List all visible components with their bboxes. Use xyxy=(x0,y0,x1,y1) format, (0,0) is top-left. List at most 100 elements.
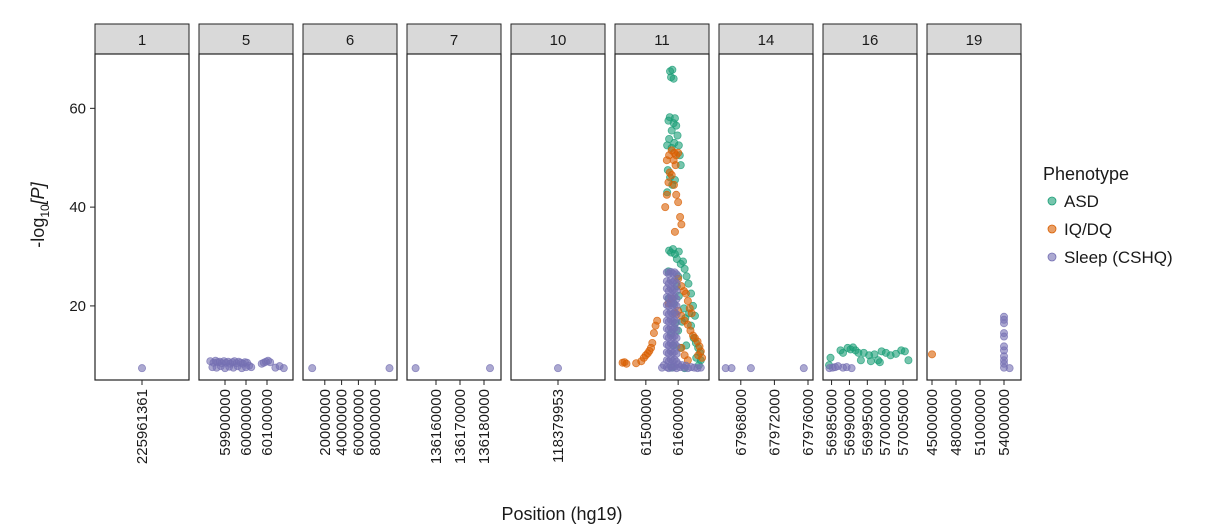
point-asd-11-32 xyxy=(682,272,691,281)
xtick-label-14-2: 67976000 xyxy=(800,389,817,456)
point-asd-11-9 xyxy=(672,121,681,130)
xtick-label-14-0: 67968000 xyxy=(733,389,750,456)
point-sleep-cshq--19-11 xyxy=(1005,364,1014,373)
point-sleep-cshq--5-33 xyxy=(266,358,275,367)
points-14 xyxy=(721,364,808,373)
xtick-label-16-4: 57005000 xyxy=(895,389,912,456)
strip-16 xyxy=(822,23,918,55)
point-sleep-cshq--19-2 xyxy=(1000,319,1009,328)
point-iq-dq-11-37 xyxy=(683,296,692,305)
panel-frame-10 xyxy=(510,53,606,381)
panel-6: 6 20000000 40000000 60000000 80000000 xyxy=(302,23,398,456)
legend-title: Phenotype xyxy=(1043,164,1129,184)
point-iq-dq-11-2 xyxy=(622,359,631,368)
legend-label-0: ASD xyxy=(1064,192,1099,211)
point-sleep-cshq--14-1 xyxy=(727,364,736,373)
point-iq-dq-11-30 xyxy=(676,212,685,221)
legend-label-1: IQ/DQ xyxy=(1064,220,1112,239)
xtick-label-1-0: 225961361 xyxy=(134,389,151,464)
points-16 xyxy=(825,343,913,373)
point-asd-11-33 xyxy=(684,279,693,288)
xtick-label-19-2: 51000000 xyxy=(972,389,989,456)
point-sleep-cshq--14-3 xyxy=(799,364,808,373)
point-sleep-cshq--6-1 xyxy=(385,364,394,373)
point-iq-dq-11-29 xyxy=(674,198,683,207)
panel-11: 11 61500000 61600000 xyxy=(614,23,710,456)
point-iq-dq-11-27 xyxy=(669,180,678,189)
xtick-label-7-1: 136170000 xyxy=(452,389,469,464)
strip-label-11: 11 xyxy=(654,32,670,49)
xtick-label-7-2: 136180000 xyxy=(476,389,493,464)
xtick-label-5-0: 59900000 xyxy=(217,389,234,456)
point-sleep-cshq--7-1 xyxy=(485,364,494,373)
strip-6 xyxy=(302,23,398,55)
point-asd-16-21 xyxy=(866,357,875,366)
point-iq-dq-11-23 xyxy=(674,148,683,157)
points-6 xyxy=(308,364,394,373)
point-iq-dq-11-39 xyxy=(687,309,696,318)
xtick-label-16-3: 57000000 xyxy=(877,389,894,456)
point-asd-11-8 xyxy=(670,114,679,123)
ytick-label-0: 20 xyxy=(69,298,86,315)
panel-14: 14 67968000 67972000 67976000 xyxy=(718,23,817,456)
strip-label-16: 16 xyxy=(862,32,879,49)
point-asd-16-3 xyxy=(839,348,848,357)
point-iq-dq-11-13 xyxy=(653,316,662,325)
point-iq-dq-11-36 xyxy=(681,289,690,298)
panel-frame-1 xyxy=(94,53,190,381)
points-10 xyxy=(554,364,563,373)
strip-19 xyxy=(926,23,1022,55)
point-iq-dq-11-14 xyxy=(661,203,670,212)
point-sleep-cshq--19-4 xyxy=(1000,332,1009,341)
point-asd-11-10 xyxy=(673,131,682,140)
strip-10 xyxy=(510,23,606,55)
point-asd-11-2 xyxy=(668,65,677,74)
ytick-label-1: 40 xyxy=(69,199,86,216)
xtick-label-10-0: 118379953 xyxy=(550,389,567,463)
panel-7: 7 136160000 136170000 136180000 xyxy=(406,23,502,464)
xtick-label-7-0: 136160000 xyxy=(428,389,445,464)
point-asd-16-12 xyxy=(870,350,879,359)
xtick-label-16-2: 56995000 xyxy=(859,389,876,456)
xtick-label-16-1: 56990000 xyxy=(841,389,858,456)
strip-label-6: 6 xyxy=(346,32,354,49)
legend-label-2: Sleep (CSHQ) xyxy=(1064,248,1173,267)
point-asd-16-9 xyxy=(856,356,865,365)
point-iq-dq-11-26 xyxy=(667,171,676,180)
xtick-label-6-2: 60000000 xyxy=(350,389,367,456)
point-asd-11-6 xyxy=(667,126,676,135)
xtick-label-5-1: 60000000 xyxy=(238,389,255,456)
point-iq-dq-11-32 xyxy=(670,227,679,236)
points-11 xyxy=(618,65,707,373)
panel-frame-6 xyxy=(302,53,398,381)
ytick-label-2: 60 xyxy=(69,100,86,117)
point-sleep-cshq--11-89 xyxy=(659,361,668,370)
xtick-label-6-1: 40000000 xyxy=(334,389,351,456)
panel-frame-5 xyxy=(198,53,294,381)
point-asd-11-28 xyxy=(674,247,683,256)
point-iq-dq-11-11 xyxy=(649,329,658,338)
points-7 xyxy=(411,364,494,373)
xtick-label-14-1: 67972000 xyxy=(766,389,783,456)
point-sleep-cshq--6-0 xyxy=(308,364,317,373)
strip-label-5: 5 xyxy=(242,32,250,49)
xtick-label-19-0: 45000000 xyxy=(924,389,941,456)
y-axis-title-main: -log xyxy=(28,218,48,248)
xtick-label-11-1: 61600000 xyxy=(670,389,687,456)
point-sleep-cshq--14-2 xyxy=(746,364,755,373)
strip-label-1: 1 xyxy=(138,32,146,49)
point-iq-dq-11-15 xyxy=(662,190,671,199)
xtick-label-19-1: 48000000 xyxy=(948,389,965,456)
strip-label-19: 19 xyxy=(966,32,983,49)
point-sleep-cshq--10-0 xyxy=(554,364,563,373)
xtick-label-11-0: 61500000 xyxy=(638,389,655,456)
legend-swatch-2 xyxy=(1047,252,1057,262)
point-sleep-cshq--11-87 xyxy=(696,363,705,372)
strip-1 xyxy=(94,23,190,55)
point-asd-16-19 xyxy=(900,347,909,356)
point-iq-dq-11-28 xyxy=(672,190,681,199)
x-axis-title: Position (hg19) xyxy=(501,504,622,524)
panel-frame-7 xyxy=(406,53,502,381)
points-19 xyxy=(928,312,1014,373)
